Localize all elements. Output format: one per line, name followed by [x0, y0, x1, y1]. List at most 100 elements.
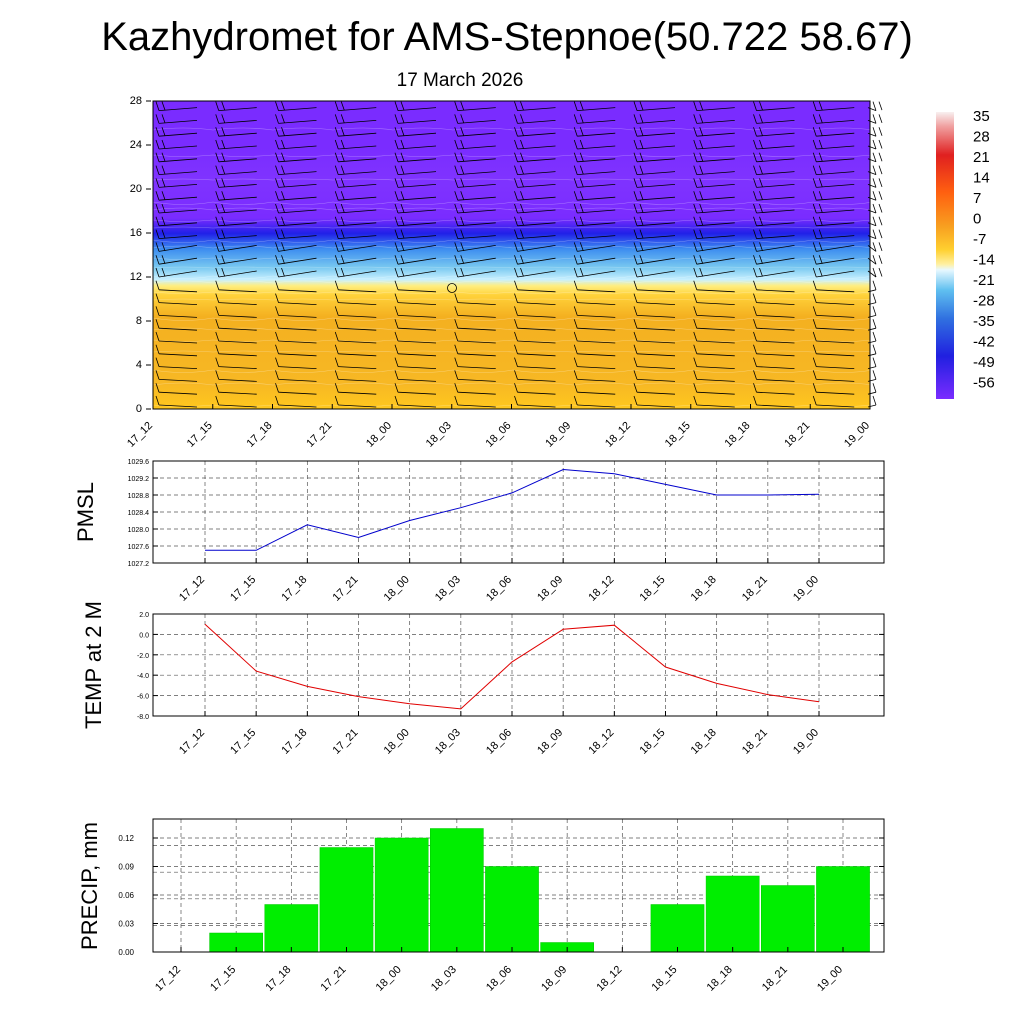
wind-barb-flag — [753, 191, 757, 201]
colorbar-labels: 35 28 21 14 7 0 -7 -14 -21 -28 -35 -42 -49 -56 — [973, 108, 995, 392]
wind-barb-flag — [759, 255, 763, 264]
wind-barb-flag — [818, 203, 823, 213]
wind-barb-flag — [818, 178, 823, 188]
wind-barb-flag — [579, 255, 584, 264]
wind-barb-flag — [454, 357, 459, 367]
wind-barb-flag — [394, 344, 399, 354]
colorbar-label: 0 — [973, 211, 981, 228]
wind-barb-flag — [155, 255, 160, 265]
wind-barb — [696, 222, 735, 227]
wind-barb-flag — [514, 331, 518, 342]
temp-y-tick-label: 2.0 — [139, 612, 149, 619]
cross-section-x-tick-label: 18_03 — [424, 420, 454, 450]
wind-barb — [517, 315, 556, 318]
wind-barb — [457, 120, 496, 124]
wind-barb-flag — [633, 242, 638, 252]
wind-barb-flag — [215, 203, 220, 214]
pmsl-y-tick-label: 1029.2 — [128, 476, 150, 483]
wind-barb-flag — [454, 319, 459, 329]
wind-barb-flag — [275, 127, 279, 137]
wind-barb — [278, 289, 317, 293]
wind-barb-flag — [812, 101, 817, 111]
cross-section-x-tick-label: 18_00 — [364, 420, 394, 450]
wind-barb — [338, 340, 377, 344]
wind-barb-flag — [573, 395, 578, 406]
wind-barb-flag — [579, 191, 584, 200]
wind-barb — [756, 145, 795, 150]
wind-barb-flag — [221, 165, 226, 175]
wind-barb — [867, 120, 877, 124]
wind-barb — [517, 158, 556, 163]
wind-barb-flag — [759, 191, 763, 200]
wind-barb-flag — [878, 178, 883, 188]
wind-barb-flag — [334, 306, 339, 316]
wind-barb-flag — [221, 127, 226, 136]
wind-barb — [338, 391, 377, 395]
pmsl-x-tick-label: 17_18 — [279, 574, 309, 604]
cross-section-y-axis: 0 4 8 12 16 20 24 28 — [130, 95, 151, 415]
wind-barb — [577, 171, 616, 175]
wind-barb-flag — [639, 101, 644, 111]
wind-barb — [577, 132, 616, 137]
wind-barb-flag — [633, 357, 638, 367]
wind-barb — [867, 315, 877, 318]
wind-barb-flag — [161, 216, 166, 226]
wind-barb — [636, 391, 676, 395]
wind-barb-flag — [633, 293, 638, 303]
wind-barb — [338, 184, 377, 188]
wind-barb-flag — [633, 178, 638, 188]
wind-barb-flag — [215, 357, 220, 367]
wind-barb-flag — [633, 127, 638, 137]
wind-barb-flag — [454, 395, 459, 406]
wind-barb-flag — [579, 216, 584, 226]
wind-barb-flag — [215, 267, 220, 278]
wind-barb-flag — [275, 191, 279, 201]
precip-x-axis: 17_12 17_15 17_18 17_21 18_00 18_03 18_06 18_09… — [153, 947, 845, 994]
wind-barb-flag — [520, 229, 524, 239]
wind-barb-flag — [221, 229, 226, 239]
precip-x-tick-label: 18_15 — [650, 964, 680, 994]
temperature-contour — [152, 327, 874, 331]
wind-barb — [218, 107, 257, 111]
precip-y-tick-label: 0.00 — [118, 948, 134, 957]
wind-barb-flag — [812, 370, 817, 380]
wind-barb-flag — [275, 370, 279, 380]
wind-barb-flag — [215, 370, 220, 380]
wind-barb-flag — [753, 344, 757, 354]
wind-barb-flag — [579, 178, 584, 188]
wind-barb — [338, 327, 377, 331]
wind-barb-flag — [334, 357, 339, 367]
wind-barb-flag — [215, 178, 220, 188]
wind-barb-flag — [579, 203, 584, 213]
wind-barb-flag — [215, 152, 220, 162]
wind-barb-flag — [693, 203, 698, 214]
temperature-contour — [152, 154, 874, 157]
wind-barb — [756, 289, 795, 293]
wind-barb — [158, 145, 198, 150]
wind-barb-flag — [394, 139, 399, 150]
wind-barb — [867, 158, 877, 163]
cross-section-y-tick-label: 12 — [130, 271, 142, 283]
wind-barb-flag — [753, 255, 757, 265]
wind-barb-flag — [394, 267, 399, 278]
pmsl-x-tick-label: 18_18 — [689, 574, 719, 604]
wind-barb-flag — [460, 203, 465, 213]
wind-barb-flag — [753, 139, 757, 150]
wind-barb-flag — [639, 203, 644, 213]
wind-barb-flag — [460, 114, 465, 124]
wind-barb-flag — [161, 165, 166, 175]
wind-barb — [756, 158, 795, 163]
wind-barb — [696, 158, 735, 163]
wind-barb-flag — [400, 101, 405, 111]
precip-bar — [264, 904, 319, 953]
wind-barb — [218, 209, 257, 214]
wind-barb-flag — [215, 344, 220, 354]
wind-barb-flag — [573, 165, 578, 175]
wind-barb — [756, 257, 795, 265]
wind-barb-flag — [460, 255, 465, 264]
wind-barb-flag — [579, 165, 584, 175]
chart-subtitle: 17 March 2026 — [397, 70, 524, 91]
wind-barb — [816, 302, 855, 305]
precip-bar — [430, 828, 484, 953]
wind-barb — [756, 327, 795, 331]
